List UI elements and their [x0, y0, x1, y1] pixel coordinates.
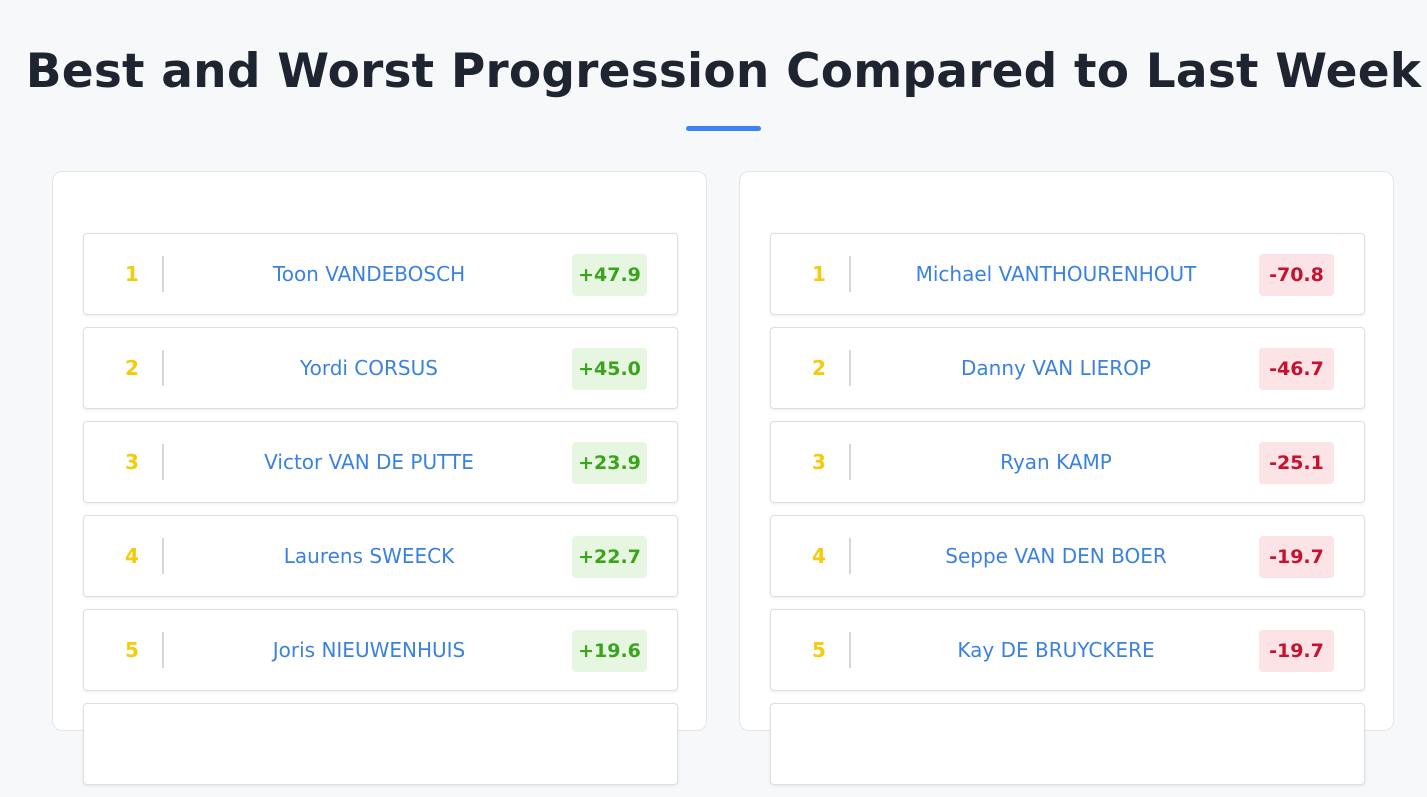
- worst-list-item: 4 Seppe VAN DEN BOER -19.7: [770, 515, 1365, 597]
- page-title: Best and Worst Progression Compared to L…: [25, 44, 1422, 99]
- progression-badge: +23.9: [572, 442, 647, 484]
- best-list-item-partial: [83, 703, 678, 785]
- divider: [849, 256, 851, 292]
- rider-name-link[interactable]: Michael VANTHOURENHOUT: [915, 262, 1197, 286]
- title-underline: [686, 126, 761, 131]
- rider-name-link[interactable]: Toon VANDEBOSCH: [272, 262, 466, 286]
- divider: [162, 632, 164, 668]
- divider: [849, 538, 851, 574]
- best-list-item: 5 Joris NIEUWENHUIS +19.6: [83, 609, 678, 691]
- progression-badge: +22.7: [572, 536, 647, 578]
- worst-progression-panel: 1 Michael VANTHOURENHOUT -70.8 2 Danny V…: [739, 171, 1394, 785]
- best-list-item: 1 Toon VANDEBOSCH +47.9: [83, 233, 678, 315]
- best-progression-panel: 1 Toon VANDEBOSCH +47.9 2 Yordi CORSUS +…: [52, 171, 707, 785]
- divider: [849, 350, 851, 386]
- worst-list-item: 3 Ryan KAMP -25.1: [770, 421, 1365, 503]
- worst-list-item-partial: [770, 703, 1365, 785]
- rider-name-link[interactable]: Seppe VAN DEN BOER: [945, 544, 1167, 568]
- best-list-item: 2 Yordi CORSUS +45.0: [83, 327, 678, 409]
- rank-number: 5: [125, 638, 139, 662]
- progression-badge: -46.7: [1259, 348, 1334, 390]
- divider: [849, 444, 851, 480]
- rank-number: 3: [812, 450, 826, 474]
- rank-number: 3: [125, 450, 139, 474]
- divider: [849, 632, 851, 668]
- rank-number: 5: [812, 638, 826, 662]
- rank-number: 2: [125, 356, 139, 380]
- worst-progression-list: 1 Michael VANTHOURENHOUT -70.8 2 Danny V…: [770, 233, 1365, 797]
- best-list-item: 4 Laurens SWEECK +22.7: [83, 515, 678, 597]
- progression-badge: +19.6: [572, 630, 647, 672]
- progression-badge: +45.0: [572, 348, 647, 390]
- progression-badge: -70.8: [1259, 254, 1334, 296]
- divider: [162, 538, 164, 574]
- rider-name-link[interactable]: Yordi CORSUS: [300, 356, 438, 380]
- rider-name-link[interactable]: Joris NIEUWENHUIS: [272, 638, 466, 662]
- divider: [162, 350, 164, 386]
- divider: [162, 444, 164, 480]
- best-list-item: 3 Victor VAN DE PUTTE +23.9: [83, 421, 678, 503]
- progression-badge: -19.7: [1259, 536, 1334, 578]
- worst-list-item: 1 Michael VANTHOURENHOUT -70.8: [770, 233, 1365, 315]
- best-progression-list: 1 Toon VANDEBOSCH +47.9 2 Yordi CORSUS +…: [83, 233, 678, 797]
- rider-name-link[interactable]: Victor VAN DE PUTTE: [264, 450, 474, 474]
- rank-number: 1: [812, 262, 826, 286]
- rank-number: 4: [125, 544, 139, 568]
- rider-name-link[interactable]: Danny VAN LIEROP: [961, 356, 1151, 380]
- progression-badge: +47.9: [572, 254, 647, 296]
- progression-badge: -25.1: [1259, 442, 1334, 484]
- rank-number: 4: [812, 544, 826, 568]
- rank-number: 2: [812, 356, 826, 380]
- rider-name-link[interactable]: Ryan KAMP: [1000, 450, 1112, 474]
- rider-name-link[interactable]: Laurens SWEECK: [283, 544, 455, 568]
- rank-number: 1: [125, 262, 139, 286]
- worst-list-item: 2 Danny VAN LIEROP -46.7: [770, 327, 1365, 409]
- divider: [162, 256, 164, 292]
- progression-badge: -19.7: [1259, 630, 1334, 672]
- rider-name-link[interactable]: Kay DE BRUYCKERE: [957, 638, 1155, 662]
- worst-list-item: 5 Kay DE BRUYCKERE -19.7: [770, 609, 1365, 691]
